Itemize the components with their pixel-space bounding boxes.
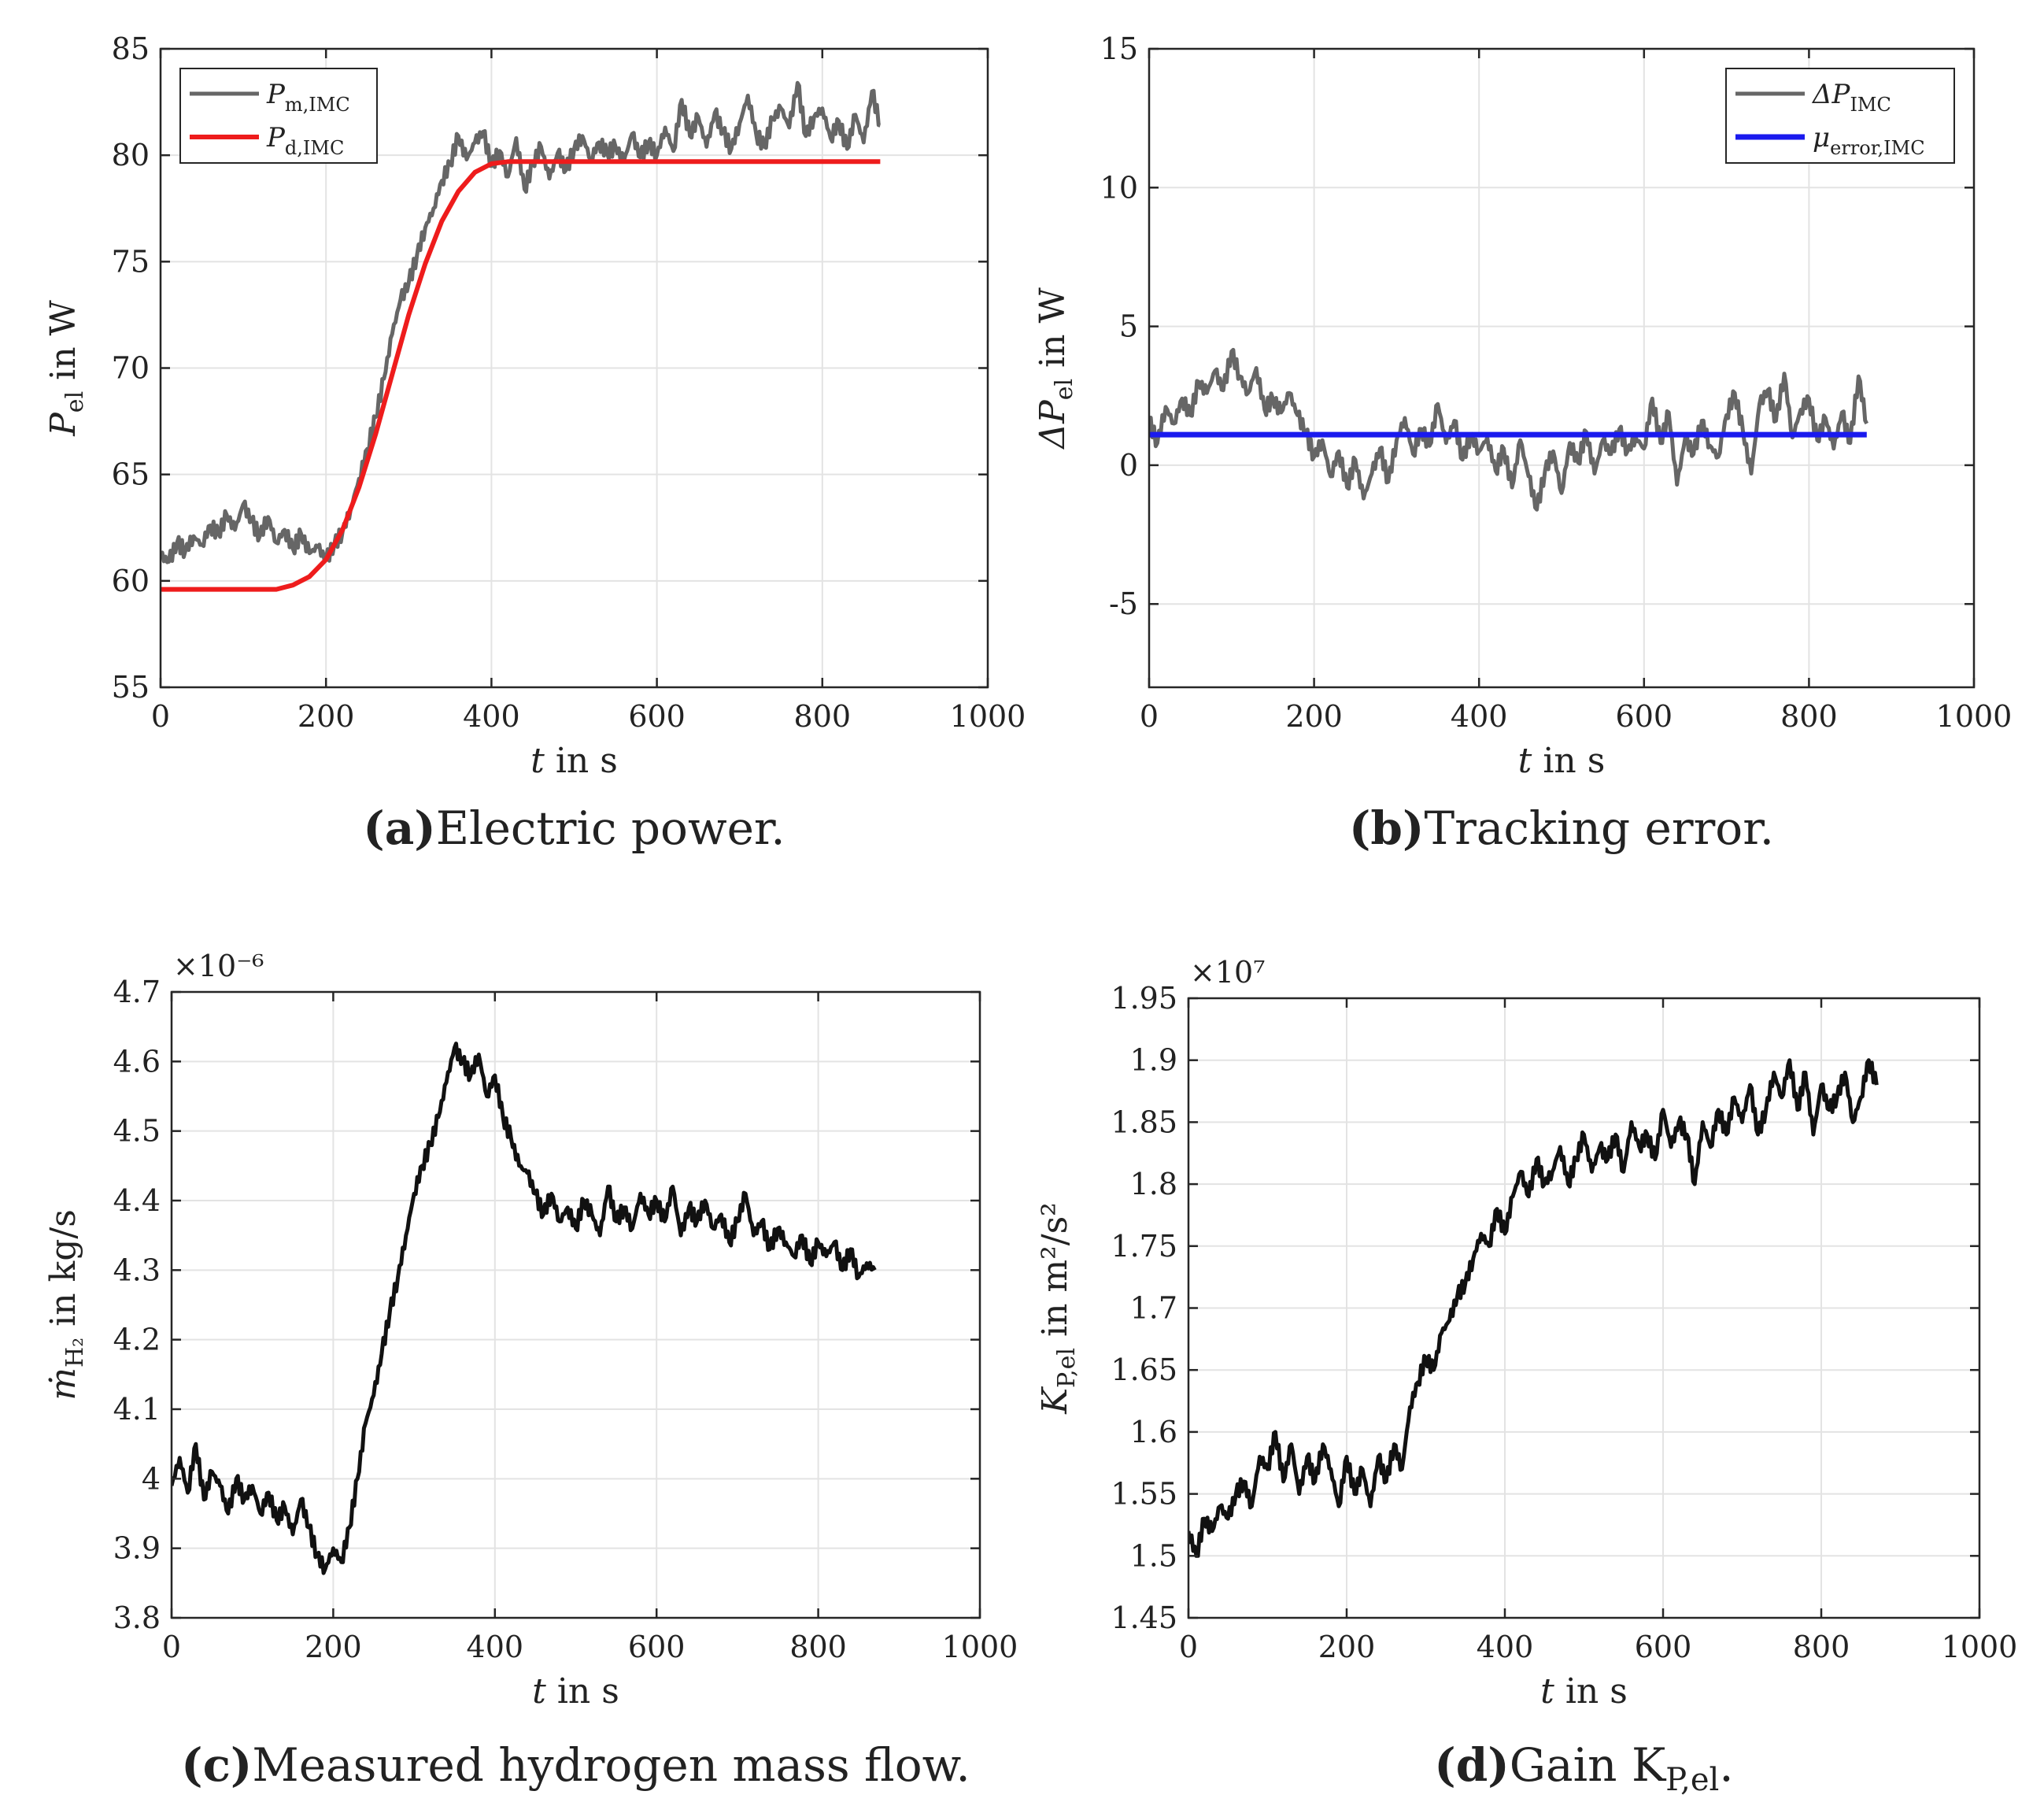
panel-caption: (b)Tracking error. <box>1349 801 1774 855</box>
chart-panel-b: 0 200 400 600 800 1000 -5 0 5 10 15 t in s ΔPel in W… <box>1033 31 2012 855</box>
panel-caption: (c)Measured hydrogen mass flow. <box>181 1738 970 1792</box>
x-tick-label: 200 <box>305 1630 362 1664</box>
legend-box <box>179 68 378 164</box>
y-tick-label: 1.9 <box>1130 1043 1177 1078</box>
axis-exponent-label: ×10⁻⁶ <box>173 949 264 983</box>
chart-panel-a: 0 200 400 600 800 1000 55 60 65 70 75 80 85 t in s Pel… <box>43 31 1026 855</box>
y-tick-label: 5 <box>1119 309 1138 344</box>
x-tick-label: 200 <box>298 699 355 734</box>
y-tick-label: 4.6 <box>113 1044 161 1079</box>
y-axis-label: ΔPel in W <box>1033 287 1078 450</box>
x-tick-label: 1000 <box>1936 699 2013 734</box>
x-tick-label: 0 <box>1140 699 1159 734</box>
x-tick-label: 1000 <box>950 699 1026 734</box>
y-tick-label: -5 <box>1109 587 1138 621</box>
y-tick-label: 1.6 <box>1130 1415 1177 1449</box>
y-tick-label: 1.85 <box>1111 1105 1177 1139</box>
y-tick-label: 1.65 <box>1111 1353 1177 1387</box>
legend-entry-label: ΔPIMC <box>1811 79 1891 116</box>
x-tick-label: 800 <box>1793 1630 1850 1664</box>
y-axis-label: KP,el in m²/s² <box>1035 1202 1081 1415</box>
y-tick-label: 4.3 <box>113 1253 161 1287</box>
y-tick-label: 70 <box>112 351 150 386</box>
axis-exponent-label: ×10⁷ <box>1190 955 1265 990</box>
y-tick-label: 4.7 <box>113 975 161 1009</box>
y-tick-label: 4 <box>142 1461 161 1496</box>
x-axis-label: t in s <box>530 741 618 781</box>
chart-panel-c: 0 200 400 600 800 1000 3.8 3.9 4 4.1 4.2 4.3 4.4 4.5 4… <box>43 949 1018 1792</box>
y-tick-label: 4.2 <box>113 1323 161 1357</box>
y-tick-label: 4.4 <box>113 1183 161 1218</box>
y-tick-label: 65 <box>112 457 150 492</box>
x-tick-label: 800 <box>1780 699 1838 734</box>
y-axis-label: ṁH₂ in kg/s <box>43 1209 89 1401</box>
y-tick-label: 1.75 <box>1111 1229 1177 1264</box>
x-tick-label: 600 <box>628 699 686 734</box>
y-tick-label: 10 <box>1100 170 1138 205</box>
y-tick-label: 4.1 <box>113 1392 161 1427</box>
legend: Pm,IMC Pd,IMC <box>179 68 378 164</box>
y-tick-label: 15 <box>1100 31 1138 66</box>
x-tick-label: 0 <box>162 1630 181 1664</box>
series-line-1 <box>1149 347 1869 512</box>
y-tick-label: 85 <box>112 31 150 66</box>
x-tick-label: 600 <box>628 1630 686 1664</box>
y-tick-label: 1.45 <box>1111 1601 1177 1635</box>
axes-box <box>170 990 981 1619</box>
legend-entry-label: μerror,IMC <box>1813 122 1925 159</box>
y-tick-label: 3.9 <box>113 1531 161 1566</box>
x-tick-label: 200 <box>1285 699 1343 734</box>
y-axis-label: Pel in W <box>43 299 89 436</box>
x-axis-label: t in s <box>532 1671 619 1712</box>
x-tick-label: 400 <box>1451 699 1508 734</box>
y-tick-label: 1.8 <box>1130 1167 1177 1201</box>
y-tick-label: 80 <box>112 138 150 172</box>
x-tick-label: 1000 <box>942 1630 1018 1664</box>
panel-caption: (a)Electric power. <box>363 801 785 855</box>
series-line-1 <box>172 1042 877 1575</box>
x-tick-label: 1000 <box>1942 1630 2018 1664</box>
x-tick-label: 200 <box>1318 1630 1376 1664</box>
panel-caption: (d)Gain KP,el. <box>1434 1738 1733 1798</box>
y-tick-label: 3.8 <box>113 1601 161 1635</box>
x-tick-label: 0 <box>1179 1630 1198 1664</box>
y-tick-label: 1.95 <box>1111 981 1177 1016</box>
y-tick-label: 1.7 <box>1130 1291 1177 1326</box>
y-tick-label: 1.5 <box>1130 1538 1177 1573</box>
x-axis-label: t in s <box>1518 741 1606 781</box>
axes-box <box>1148 47 1976 689</box>
x-tick-label: 800 <box>789 1630 847 1664</box>
legend-entry-label: Pm,IMC <box>266 79 350 116</box>
y-tick-label: 0 <box>1119 448 1138 483</box>
series-line-1 <box>1188 1058 1879 1558</box>
x-tick-label: 400 <box>1477 1630 1534 1664</box>
y-tick-label: 1.55 <box>1111 1477 1177 1512</box>
y-tick-label: 55 <box>112 670 150 705</box>
y-tick-label: 60 <box>112 564 150 598</box>
chart-panel-d: 0 200 400 600 800 1000 1.45 1.5 1.55 1.6 1.65 1.7 1.… <box>1035 955 2017 1798</box>
legend: ΔPIMC μerror,IMC <box>1725 68 1955 164</box>
x-tick-label: 800 <box>794 699 852 734</box>
x-tick-label: 600 <box>1635 1630 1692 1664</box>
x-tick-label: 0 <box>151 699 170 734</box>
y-tick-label: 4.5 <box>113 1114 161 1149</box>
legend-box <box>1725 68 1955 164</box>
x-tick-label: 600 <box>1616 699 1673 734</box>
x-tick-label: 400 <box>467 1630 524 1664</box>
series-line-2 <box>161 159 881 592</box>
x-tick-label: 400 <box>463 699 520 734</box>
y-tick-label: 75 <box>112 244 150 279</box>
x-axis-label: t in s <box>1540 1671 1628 1712</box>
legend-entry-label: Pd,IMC <box>266 122 344 159</box>
